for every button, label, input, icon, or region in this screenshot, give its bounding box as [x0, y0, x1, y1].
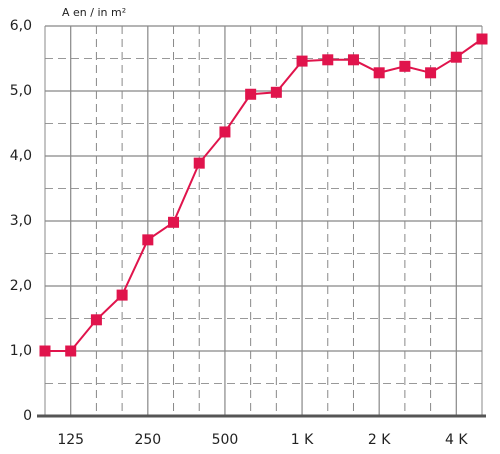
- marker: [90, 314, 102, 326]
- marker: [116, 289, 128, 301]
- y-tick-label: 1,0: [10, 343, 32, 359]
- x-tick-label: 1 K: [291, 432, 314, 448]
- x-tick-label: 250: [134, 432, 161, 448]
- y-tick-label: 5,0: [10, 83, 32, 99]
- series-line: [45, 38, 483, 352]
- marker: [450, 51, 462, 63]
- marker: [245, 88, 257, 100]
- x-tick-label: 500: [212, 432, 239, 448]
- marker: [39, 345, 51, 357]
- x-tick-label: 4 K: [445, 432, 468, 448]
- x-tick-label: 125: [57, 432, 84, 448]
- marker: [476, 33, 488, 45]
- marker: [168, 216, 180, 228]
- y-axis-label: A en / in m²: [62, 6, 126, 19]
- marker: [219, 126, 231, 138]
- x-tick-label: 2 K: [368, 432, 391, 448]
- marker: [296, 55, 308, 67]
- marker: [425, 67, 437, 79]
- marker: [399, 60, 411, 72]
- marker: [347, 54, 359, 66]
- marker: [373, 67, 385, 79]
- marker: [322, 54, 334, 66]
- y-tick-label: 4,0: [10, 148, 32, 164]
- marker: [142, 234, 154, 246]
- y-tick-label: 3,0: [10, 213, 32, 229]
- marker: [270, 86, 282, 98]
- marker: [65, 345, 77, 357]
- marker: [193, 157, 205, 169]
- y-tick-label: 6,0: [10, 18, 32, 34]
- y-tick-label: 2,0: [10, 278, 32, 294]
- y-tick-label: 0: [23, 408, 32, 424]
